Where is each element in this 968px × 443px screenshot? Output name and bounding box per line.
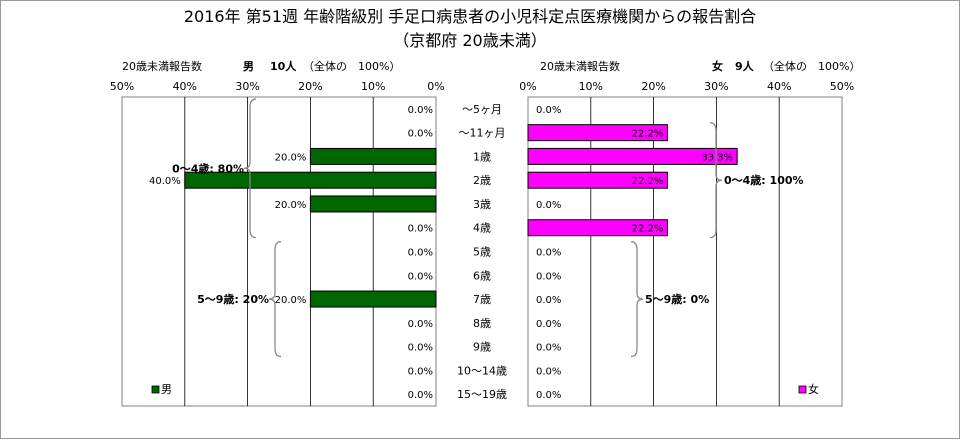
male-value-label: 20.0% <box>275 152 307 163</box>
male-legend-swatch <box>151 385 160 394</box>
female-header-note: （全体の 100%） <box>763 59 860 73</box>
category-label: 10～14歳 <box>457 364 507 377</box>
female-value-label: 0.0% <box>536 105 561 116</box>
male-value-label: 0.0% <box>408 248 433 259</box>
category-label: 8歳 <box>473 317 491 330</box>
male-value-label: 0.0% <box>408 366 433 377</box>
male-value-label: 0.0% <box>408 343 433 354</box>
male-group-brace <box>268 240 282 358</box>
male-bar <box>309 195 437 213</box>
female-x-tick: 10% <box>579 80 603 93</box>
category-label: 1歳 <box>473 150 491 163</box>
male-plot-area <box>121 96 437 407</box>
female-bar <box>527 147 738 165</box>
category-label: 6歳 <box>473 269 491 282</box>
male-value-label: 0.0% <box>408 271 433 282</box>
male-x-tick: 40% <box>173 80 197 93</box>
male-header-count: 10人 <box>270 59 297 73</box>
male-group-brace <box>243 98 257 239</box>
category-label: 4歳 <box>473 222 491 235</box>
female-x-tick: 40% <box>767 80 791 93</box>
female-bar <box>527 219 668 237</box>
female-value-label: 0.0% <box>536 343 561 354</box>
male-value-label: 0.0% <box>408 105 433 116</box>
female-bar <box>527 171 668 189</box>
male-x-tick: 30% <box>235 80 259 93</box>
chart-title: 2016年 第51週 年齢階級別 手足口病患者の小児科定点医療機関からの報告割合 <box>184 7 756 26</box>
male-legend-label: 男 <box>161 383 172 396</box>
male-value-label: 0.0% <box>408 319 433 330</box>
male-header-note: （全体の 100%） <box>303 59 400 73</box>
female-value-label: 22.2% <box>632 176 664 187</box>
male-x-tick: 50% <box>110 80 134 93</box>
female-group-label: 0～4歳: 100% <box>724 173 804 187</box>
male-value-label: 0.0% <box>408 224 433 235</box>
male-x-tick: 20% <box>298 80 322 93</box>
female-legend-label: 女 <box>808 382 819 396</box>
female-value-label: 0.0% <box>536 319 561 330</box>
female-group-brace <box>709 122 723 239</box>
male-x-tick: 10% <box>361 80 385 93</box>
male-value-label: 0.0% <box>408 129 433 140</box>
female-value-label: 22.2% <box>632 224 664 235</box>
female-header-label: 20歳未満報告数 <box>540 60 620 73</box>
male-group-label: 5～9歳: 20% <box>197 292 269 306</box>
female-legend-swatch <box>798 385 807 394</box>
chart-subtitle: （京都府 20歳未満） <box>393 31 546 50</box>
female-bar <box>527 124 668 142</box>
female-value-label: 0.0% <box>536 390 561 401</box>
female-value-label: 0.0% <box>536 366 561 377</box>
male-bar <box>184 171 437 189</box>
category-label: 9歳 <box>473 341 491 354</box>
male-value-label: 0.0% <box>408 390 433 401</box>
male-value-label: 40.0% <box>149 176 181 187</box>
male-bar <box>309 147 437 165</box>
female-x-tick: 30% <box>704 80 728 93</box>
female-header-sex: 女 <box>712 59 723 73</box>
male-group-label: 0～4歳: 80% <box>172 161 244 175</box>
female-value-label: 0.0% <box>536 248 561 259</box>
female-plot-area <box>527 96 843 407</box>
category-label: ～11ヶ月 <box>459 127 506 140</box>
female-header-count: 9人 <box>735 59 755 73</box>
female-value-label: 0.0% <box>536 295 561 306</box>
female-x-tick: 50% <box>830 80 854 93</box>
category-label: ～5ヶ月 <box>462 103 502 116</box>
female-x-tick: 0% <box>519 80 536 93</box>
female-value-label: 0.0% <box>536 200 561 211</box>
female-group-label: 5～9歳: 0% <box>645 292 709 306</box>
female-value-label: 0.0% <box>536 271 561 282</box>
male-value-label: 20.0% <box>275 200 307 211</box>
category-label: 15～19歳 <box>457 388 507 401</box>
male-header-label: 20歳未満報告数 <box>122 60 202 73</box>
male-x-tick: 0% <box>427 80 444 93</box>
female-value-label: 22.2% <box>632 129 664 140</box>
male-value-label: 20.0% <box>275 295 307 306</box>
female-group-brace <box>630 240 644 358</box>
female-x-tick: 20% <box>641 80 665 93</box>
category-label: 3歳 <box>473 198 491 211</box>
male-header-sex: 男 <box>243 60 254 73</box>
category-label: 2歳 <box>473 174 491 187</box>
female-value-label: 33.3% <box>701 152 733 163</box>
male-bar <box>309 290 437 308</box>
category-label: 7歳 <box>473 293 491 306</box>
category-label: 5歳 <box>473 246 491 259</box>
